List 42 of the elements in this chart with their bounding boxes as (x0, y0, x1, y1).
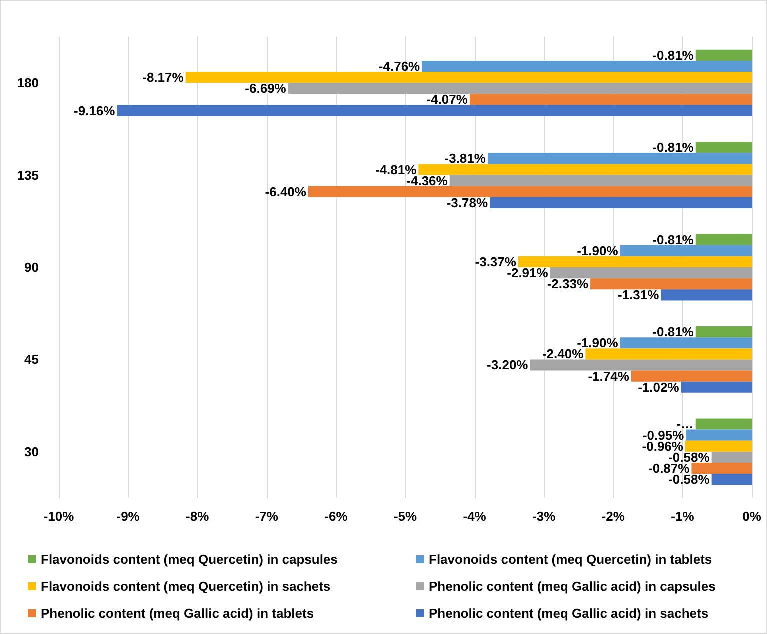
data-label: -1.74% (588, 368, 630, 384)
data-label: -1.31% (618, 288, 660, 303)
x-tick-label: -7% (255, 509, 279, 524)
y-tick-label: 135 (17, 168, 39, 183)
legend-label: Phenolic content (meq Gallic acid) in sachets (429, 606, 709, 621)
data-label: -0.81% (652, 48, 694, 63)
data-label: -1.02% (638, 380, 680, 395)
legend-label: Flavonoids content (meq Quercetin) in tablets (429, 552, 712, 567)
data-label: -0.58% (668, 450, 710, 465)
legend-label: Phenolic content (meq Gallic acid) in capsules (429, 579, 716, 594)
y-tick-label: 180 (17, 76, 39, 91)
x-tick-label: 0% (742, 509, 762, 524)
data-label: -1.90% (577, 243, 619, 258)
x-tick-label: -3% (532, 509, 556, 524)
x-tick-label: -5% (394, 509, 418, 524)
data-label: -3.20% (487, 358, 529, 373)
y-tick-label: 90 (24, 260, 39, 275)
data-label: -0.81% (652, 324, 694, 340)
data-label: -8.17% (142, 70, 184, 86)
data-label: -6.40% (265, 184, 307, 200)
y-tick-label: 45 (24, 352, 39, 368)
data-label: -3.81% (444, 151, 486, 166)
legend-label: Flavonoids content (meq Quercetin) in sachets (41, 579, 331, 594)
x-tick-label: -9% (116, 509, 140, 524)
data-label: -9.16% (74, 103, 116, 118)
x-tick-label: -8% (186, 509, 210, 524)
data-label: -4.07% (426, 92, 468, 108)
data-label: -0.81% (652, 232, 694, 248)
y-tick-label: 30 (24, 444, 39, 460)
x-tick-label: -10% (44, 509, 75, 524)
data-label: -6.69% (245, 81, 287, 96)
data-label: -0.81% (652, 140, 694, 156)
legend-label: Flavonoids content (meq Quercetin) in capsules (41, 552, 338, 567)
data-label: -3.78% (446, 195, 488, 210)
x-tick-label: -6% (324, 509, 348, 524)
legend-label: Phenolic content (meq Gallic acid) in tablets (41, 606, 314, 621)
x-tick-label: -2% (602, 509, 626, 524)
data-label: -4.76% (378, 59, 421, 74)
data-label: -0.58% (668, 472, 710, 488)
x-tick-label: -1% (671, 509, 695, 524)
x-tick-label: -4% (463, 509, 487, 524)
data-label: -2.33% (547, 276, 589, 292)
